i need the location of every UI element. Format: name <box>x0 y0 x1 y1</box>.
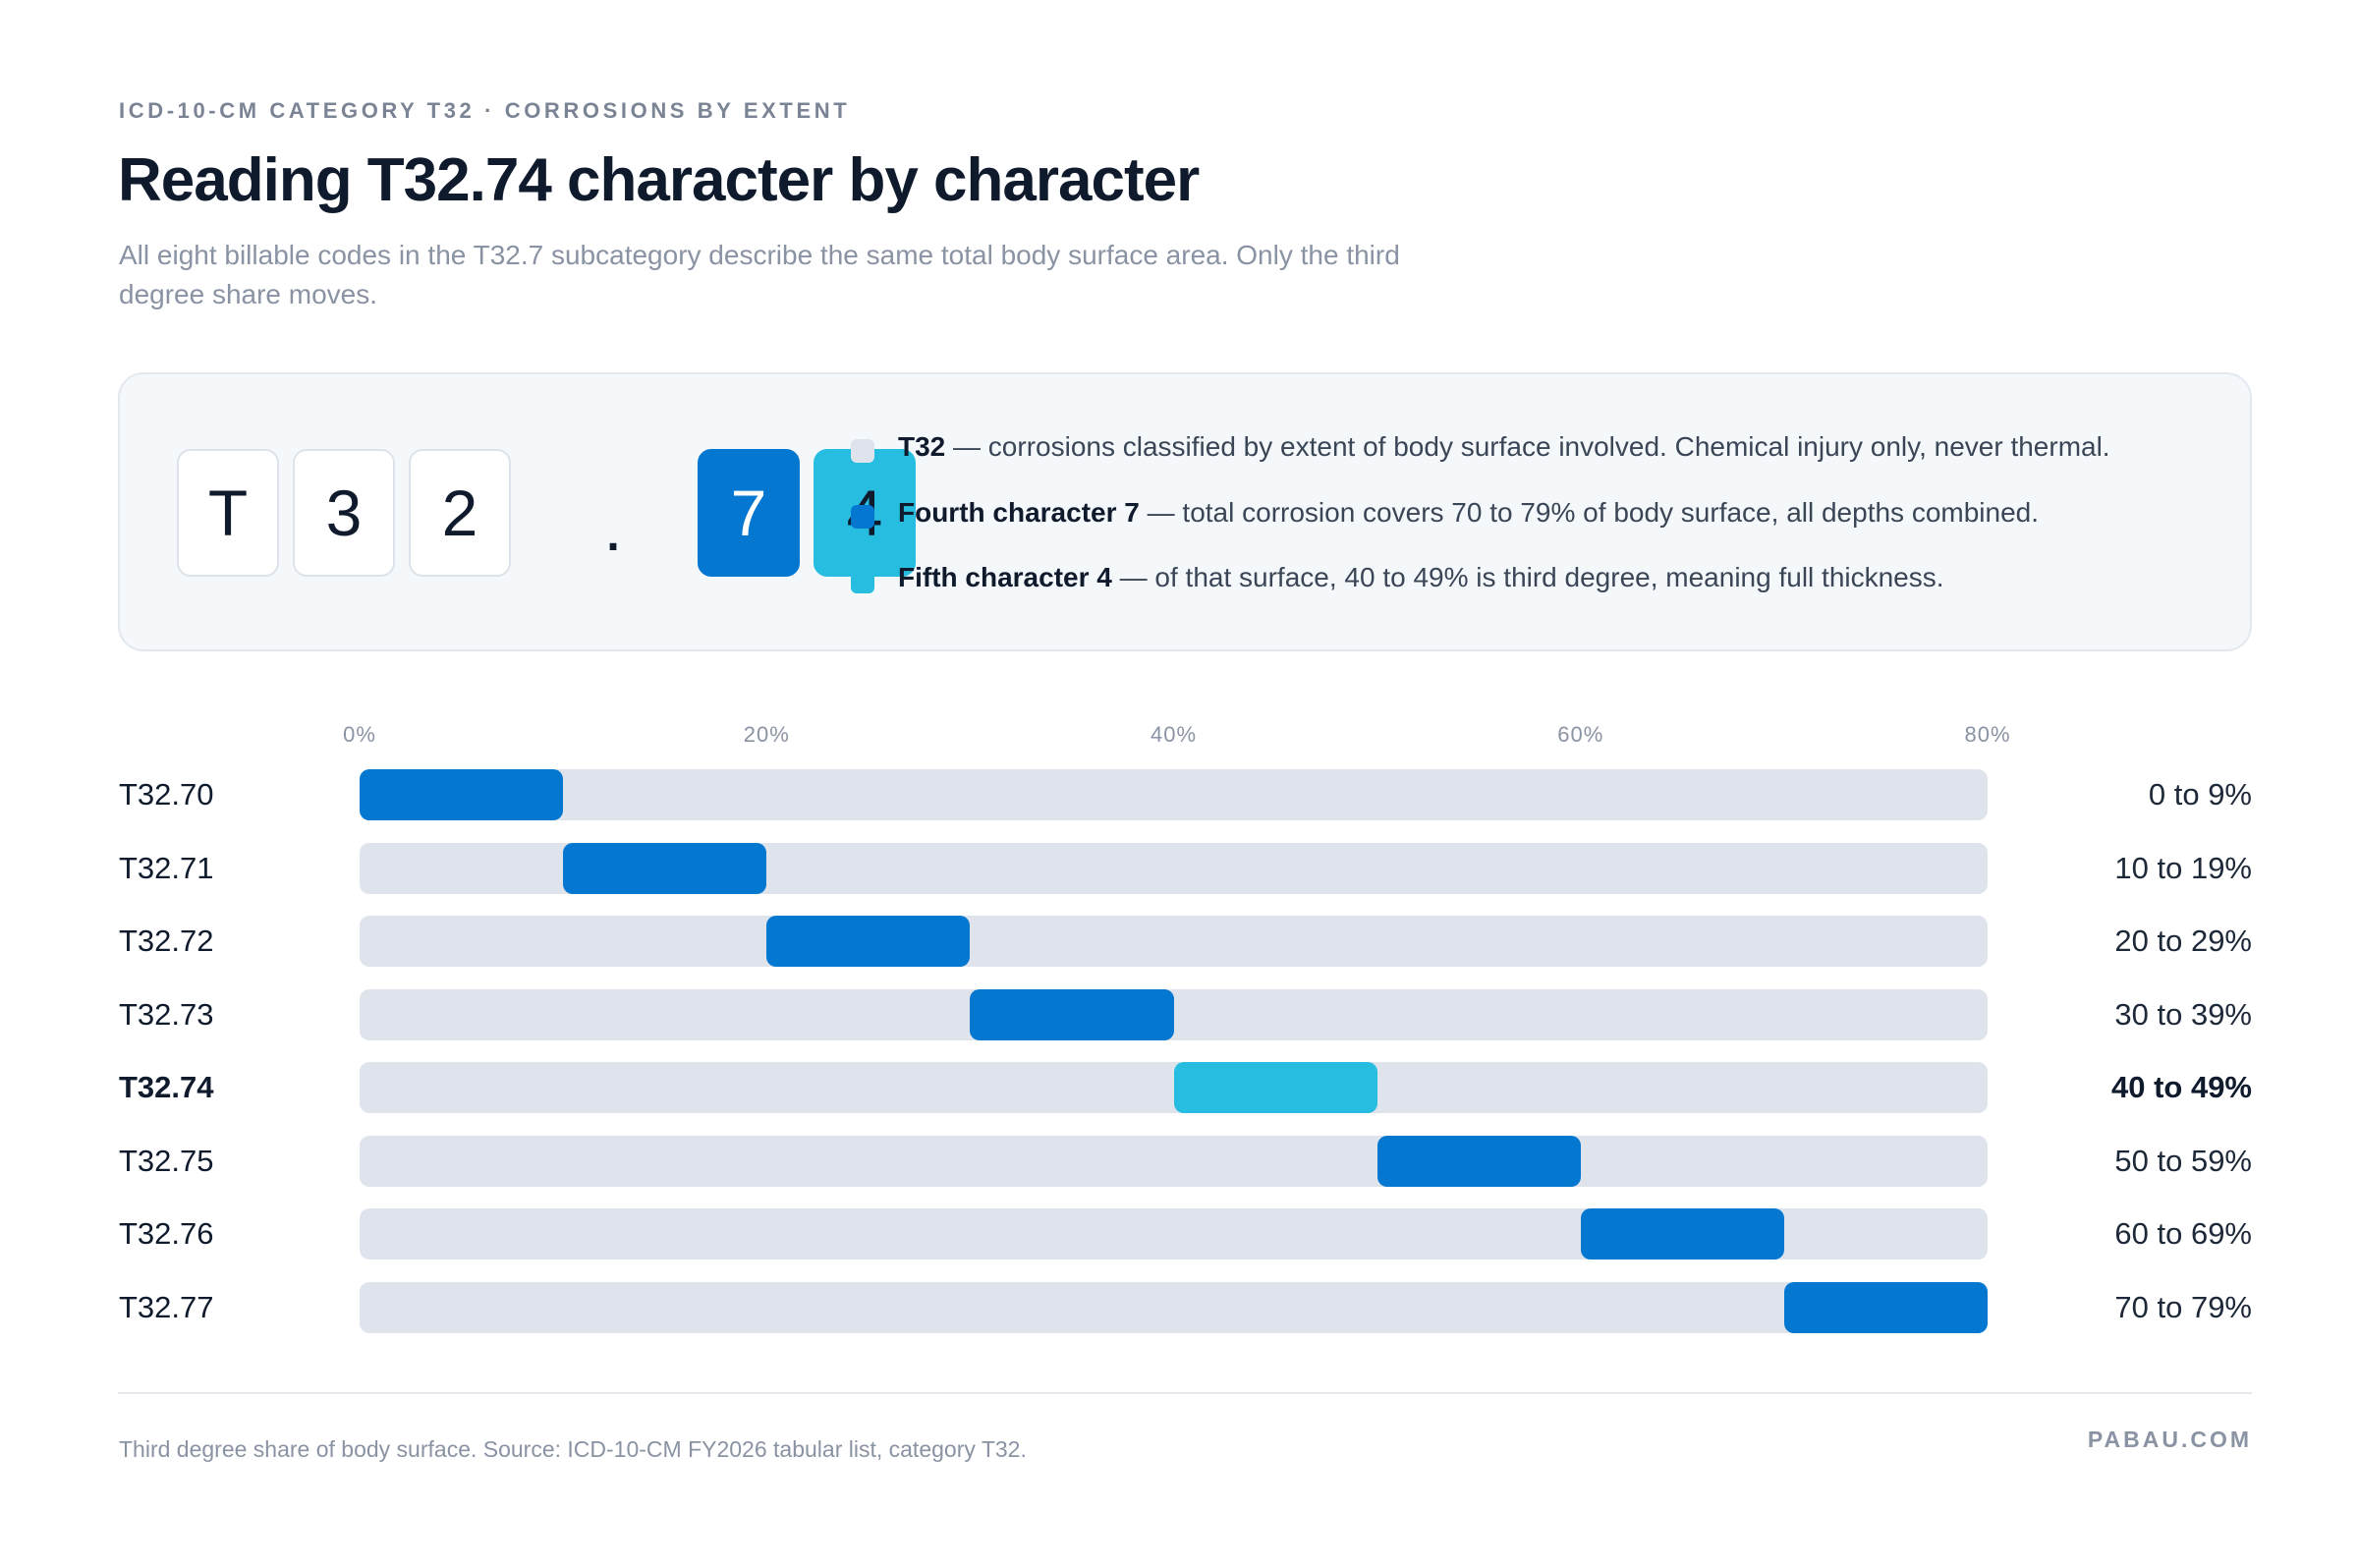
legend-swatch-fifth <box>851 570 874 593</box>
range-bar <box>970 989 1174 1040</box>
row-range-label: 20 to 29% <box>2114 924 2252 958</box>
legend-swatch-fourth <box>851 505 874 529</box>
code-char-2: 3 <box>293 449 395 577</box>
row-code-label: T32.77 <box>119 1290 214 1324</box>
legend-label: T32 <box>898 431 946 462</box>
row-code-label: T32.71 <box>119 851 214 885</box>
code-separator: . <box>606 509 620 561</box>
row-code-label: T32.74 <box>119 1070 214 1104</box>
row-range-label: 10 to 19% <box>2114 851 2252 885</box>
eyebrow: ICD-10-CM CATEGORY T32 · CORROSIONS BY E… <box>119 98 851 123</box>
row-code-label: T32.76 <box>119 1216 214 1251</box>
code-char-3: 2 <box>409 449 511 577</box>
legend-label: Fifth character 4 <box>898 562 1112 592</box>
row-range-label: 40 to 49% <box>2110 1070 2252 1104</box>
legend-text: — of that surface, 40 to 49% is third de… <box>1111 562 1944 592</box>
range-bar <box>1376 1136 1581 1187</box>
footer-divider <box>118 1392 2252 1394</box>
x-tick-label: 20% <box>743 722 790 747</box>
row-code-label: T32.75 <box>119 1144 214 1178</box>
footnote: Third degree share of body surface. Sour… <box>119 1436 1027 1462</box>
range-bar <box>1173 1062 1377 1113</box>
row-code-label: T32.73 <box>119 997 214 1032</box>
row-range-label: 30 to 39% <box>2114 997 2252 1032</box>
row-range-label: 70 to 79% <box>2114 1290 2252 1324</box>
row-range-label: 60 to 69% <box>2114 1216 2252 1251</box>
x-tick-label: 60% <box>1557 722 1604 747</box>
x-tick-label: 80% <box>1964 722 2011 747</box>
legend-label: Fourth character 7 <box>898 497 1140 528</box>
code-char-fourth: 7 <box>698 449 800 577</box>
code-char-1: T <box>177 449 279 577</box>
row-code-label: T32.70 <box>119 777 214 812</box>
bar-track <box>360 1136 1988 1187</box>
bar-track <box>360 916 1988 967</box>
row-range-label: 50 to 59% <box>2114 1144 2252 1178</box>
range-bar <box>360 769 564 820</box>
bar-track <box>360 989 1988 1040</box>
subtitle: All eight billable codes in the T32.7 su… <box>119 240 1400 309</box>
x-tick-label: 40% <box>1150 722 1198 747</box>
page-title: Reading T32.74 character by character <box>118 146 1200 214</box>
legend-text: — corrosions classified by extent of bod… <box>945 431 2110 462</box>
brand-logo: PABAU.COM <box>2087 1427 2252 1452</box>
range-bar <box>1783 1282 1988 1333</box>
range-bar <box>766 916 971 967</box>
x-tick-label: 0% <box>343 722 376 747</box>
bar-track <box>360 769 1988 820</box>
legend-swatch-category <box>851 439 874 463</box>
code-breakdown-panel: T 3 2 . 7 4 T32 — corrosions classified … <box>118 372 2252 651</box>
row-code-label: T32.72 <box>119 924 214 958</box>
bar-track <box>360 1282 1988 1333</box>
legend-text: — total corrosion covers 70 to 79% of bo… <box>1139 497 2040 528</box>
row-range-label: 0 to 9% <box>2148 777 2252 812</box>
range-bar <box>1580 1208 1784 1260</box>
range-bar <box>563 843 767 894</box>
